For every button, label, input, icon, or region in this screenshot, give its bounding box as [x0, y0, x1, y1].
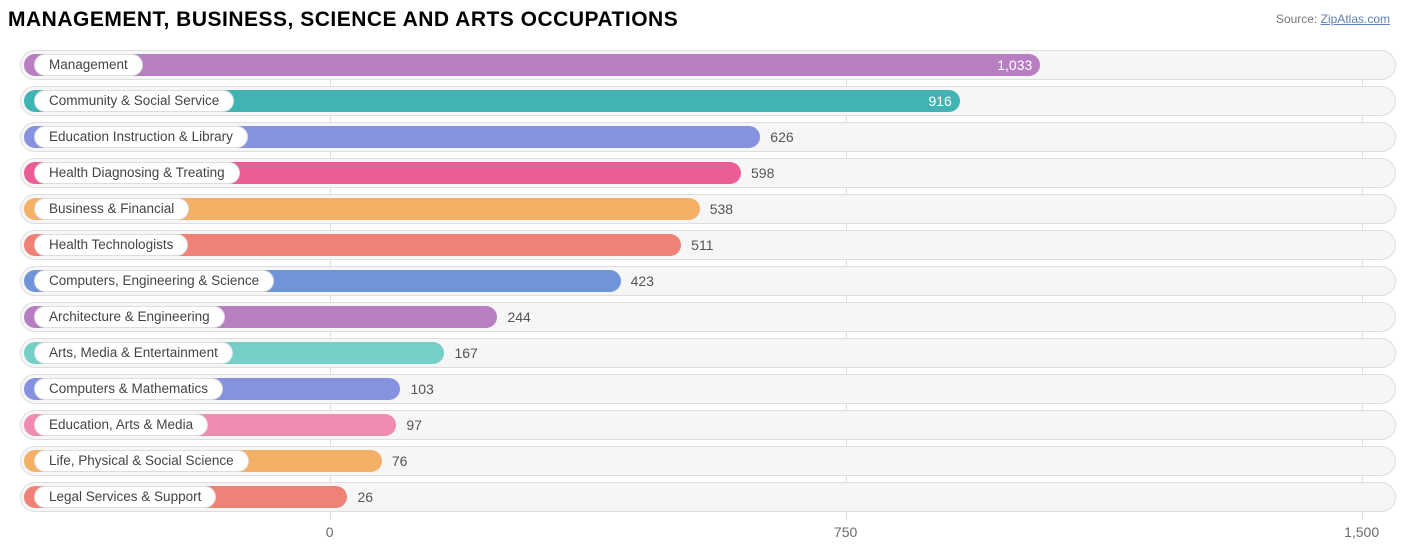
bar-row: Education Instruction & Library 626 — [20, 122, 1396, 152]
bar-row: Health Diagnosing & Treating 598 — [20, 158, 1396, 188]
value-label: 1,033 — [997, 50, 1032, 80]
category-label: Health Diagnosing & Treating — [34, 162, 240, 184]
bar-row: Health Technologists 511 — [20, 230, 1396, 260]
category-label: Management — [34, 54, 143, 76]
category-label: Life, Physical & Social Science — [34, 450, 249, 472]
bar-row: Legal Services & Support 26 — [20, 482, 1396, 512]
category-label: Health Technologists — [34, 234, 188, 256]
plot-area: Management 1,033 Community & Social Servic… — [20, 50, 1396, 520]
category-label: Business & Financial — [34, 198, 189, 220]
bar-row: Life, Physical & Social Science 76 — [20, 446, 1396, 476]
x-tick-label: 750 — [834, 524, 857, 540]
bar-row: Business & Financial 538 — [20, 194, 1396, 224]
x-tick-label: 1,500 — [1344, 524, 1379, 540]
value-label: 598 — [751, 158, 774, 188]
bar-row: Arts, Media & Entertainment 167 — [20, 338, 1396, 368]
value-label: 97 — [406, 410, 422, 440]
value-label: 423 — [631, 266, 654, 296]
x-tick-label: 0 — [326, 524, 334, 540]
value-label: 167 — [454, 338, 477, 368]
bar-row: Community & Social Service 916 — [20, 86, 1396, 116]
category-label: Computers, Engineering & Science — [34, 270, 274, 292]
source-link[interactable]: ZipAtlas.com — [1321, 12, 1390, 26]
value-label: 538 — [710, 194, 733, 224]
category-label: Community & Social Service — [34, 90, 234, 112]
chart-title: MANAGEMENT, BUSINESS, SCIENCE AND ARTS O… — [8, 8, 678, 32]
value-label: 26 — [357, 482, 373, 512]
value-label: 244 — [507, 302, 530, 332]
bar — [24, 54, 1040, 76]
chart-container: MANAGEMENT, BUSINESS, SCIENCE AND ARTS O… — [8, 8, 1398, 550]
x-axis: 0 750 1,500 — [20, 524, 1396, 544]
category-label: Architecture & Engineering — [34, 306, 225, 328]
bar-row: Architecture & Engineering 244 — [20, 302, 1396, 332]
value-label: 76 — [392, 446, 408, 476]
category-label: Legal Services & Support — [34, 486, 216, 508]
category-label: Education Instruction & Library — [34, 126, 248, 148]
value-label: 626 — [770, 122, 793, 152]
bar-row: Education, Arts & Media 97 — [20, 410, 1396, 440]
value-label: 511 — [691, 230, 713, 260]
source-attribution: Source: ZipAtlas.com — [1276, 12, 1390, 26]
value-label: 916 — [928, 86, 951, 116]
category-label: Education, Arts & Media — [34, 414, 208, 436]
category-label: Arts, Media & Entertainment — [34, 342, 233, 364]
category-label: Computers & Mathematics — [34, 378, 223, 400]
bar-row: Computers, Engineering & Science 423 — [20, 266, 1396, 296]
bar-row: Computers & Mathematics 103 — [20, 374, 1396, 404]
source-label: Source: — [1276, 12, 1317, 26]
bar-row: Management 1,033 — [20, 50, 1396, 80]
value-label: 103 — [410, 374, 433, 404]
